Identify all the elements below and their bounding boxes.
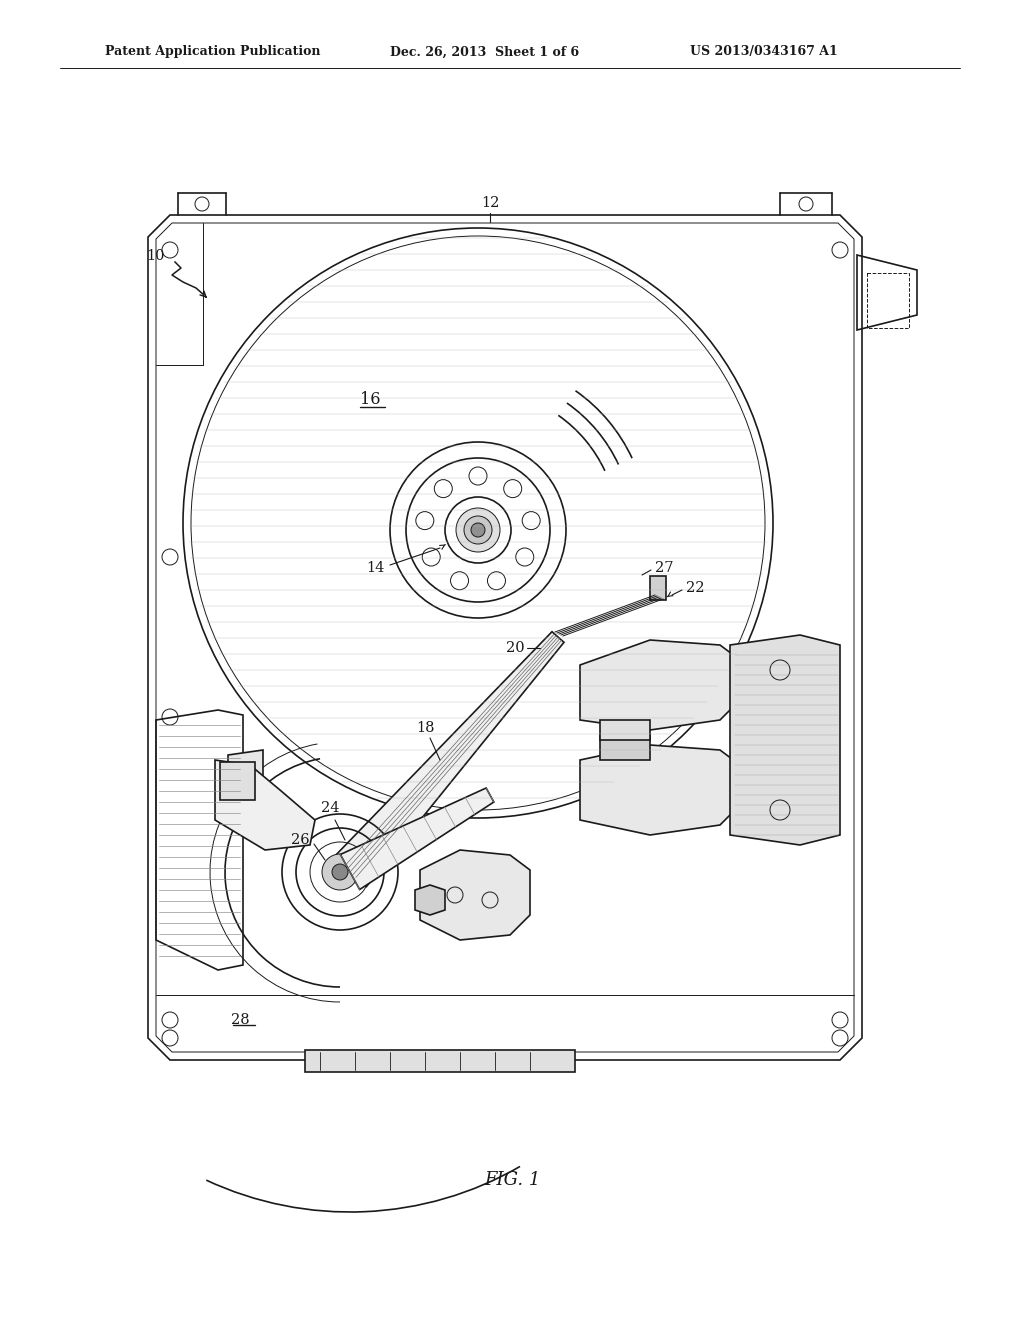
Text: 14: 14: [367, 561, 385, 576]
Text: 24: 24: [321, 801, 339, 814]
Bar: [867, 273, 909, 327]
Polygon shape: [730, 635, 840, 845]
Text: 12: 12: [481, 195, 499, 210]
Text: US 2013/0343167 A1: US 2013/0343167 A1: [690, 45, 838, 58]
Polygon shape: [215, 760, 315, 850]
Text: Patent Application Publication: Patent Application Publication: [105, 45, 321, 58]
Text: 22: 22: [686, 581, 705, 595]
Polygon shape: [600, 735, 650, 760]
Polygon shape: [420, 850, 530, 940]
Polygon shape: [340, 788, 494, 890]
Polygon shape: [334, 632, 564, 887]
Polygon shape: [415, 884, 445, 915]
Text: 28: 28: [230, 1012, 249, 1027]
Bar: [305, 1049, 575, 1072]
Text: 16: 16: [359, 392, 380, 408]
Polygon shape: [580, 744, 740, 836]
Text: 27: 27: [655, 561, 674, 576]
Text: Dec. 26, 2013  Sheet 1 of 6: Dec. 26, 2013 Sheet 1 of 6: [390, 45, 580, 58]
Polygon shape: [580, 640, 740, 730]
Text: FIG. 1: FIG. 1: [483, 1171, 541, 1189]
Polygon shape: [220, 762, 255, 800]
Circle shape: [456, 508, 500, 552]
Polygon shape: [650, 576, 666, 601]
Circle shape: [332, 865, 348, 880]
Text: 10: 10: [146, 249, 165, 263]
Circle shape: [464, 516, 492, 544]
Polygon shape: [228, 750, 263, 800]
Circle shape: [471, 523, 485, 537]
Text: 18: 18: [416, 721, 434, 735]
Text: 26: 26: [292, 833, 310, 847]
Text: 20: 20: [507, 642, 525, 655]
Polygon shape: [600, 719, 650, 741]
Circle shape: [322, 854, 358, 890]
